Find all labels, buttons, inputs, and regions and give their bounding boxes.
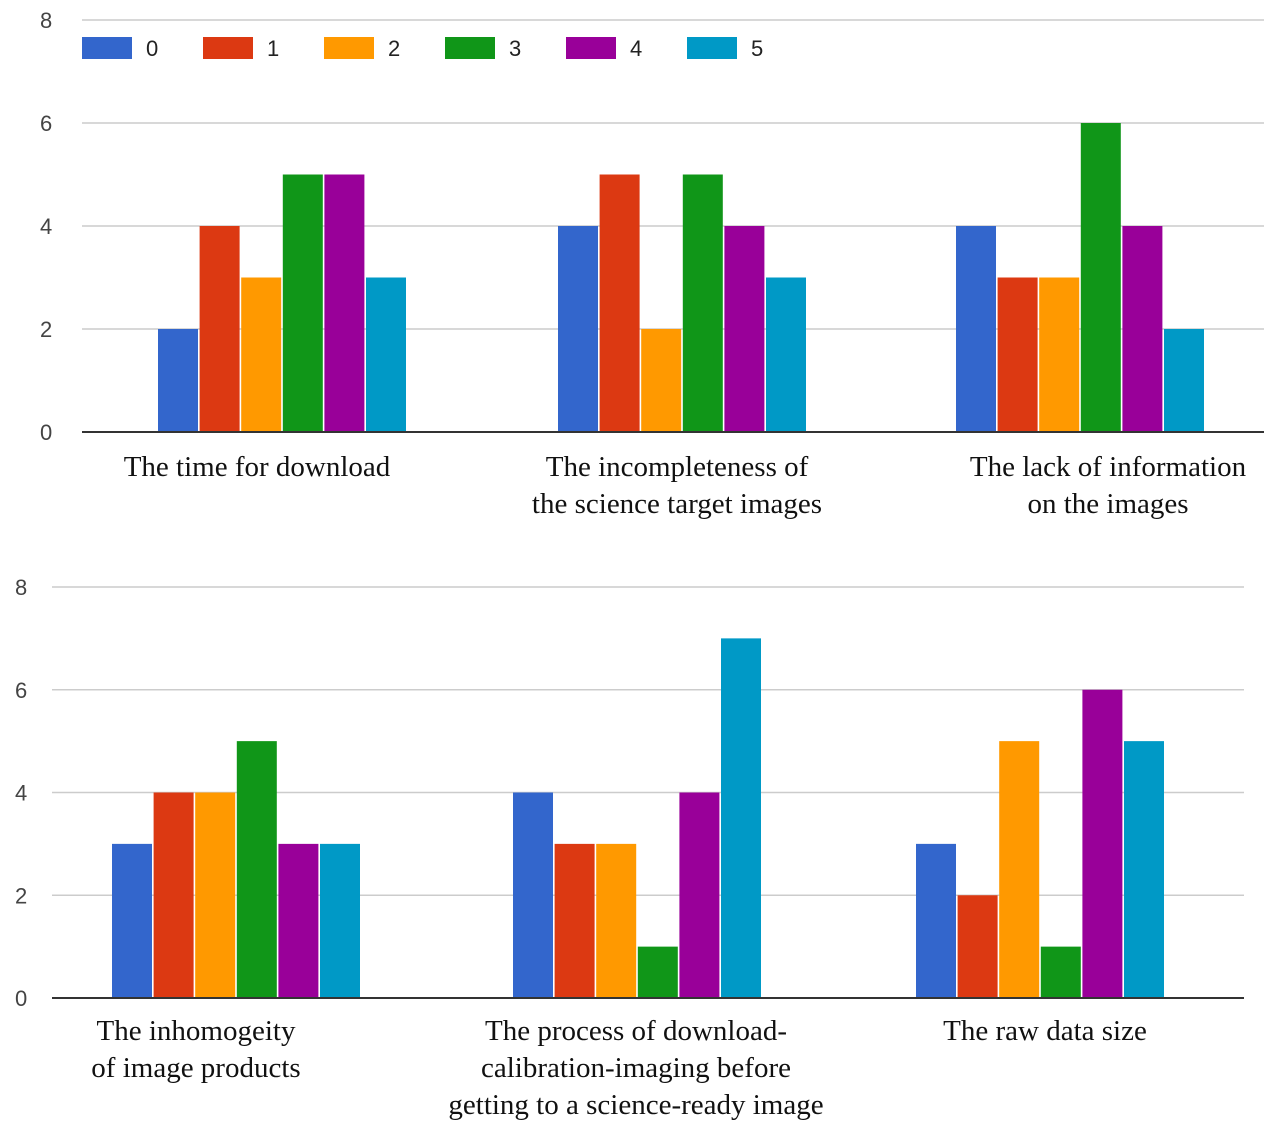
category-label: The raw data size xyxy=(943,1015,1147,1047)
bar-series-0 xyxy=(916,843,956,998)
bar-series-4 xyxy=(724,226,765,432)
y-tick-label: 0 xyxy=(40,420,52,445)
legend-label: 2 xyxy=(388,36,400,61)
category-label: The inhomogeity of image products xyxy=(91,1015,300,1084)
bar-series-4 xyxy=(1122,226,1163,432)
bar-series-5 xyxy=(366,277,406,432)
bar-series-3 xyxy=(1080,123,1121,432)
y-tick-label: 2 xyxy=(40,317,52,342)
y-tick-label: 8 xyxy=(15,575,27,600)
bar-series-1 xyxy=(554,843,595,998)
bar-series-2 xyxy=(999,741,1040,998)
y-tick-label: 6 xyxy=(40,111,52,136)
category-label: The incompleteness of the science target … xyxy=(532,451,822,520)
bar-series-1 xyxy=(153,792,194,998)
legend-swatch xyxy=(687,37,737,59)
y-tick-label: 2 xyxy=(15,883,27,908)
bar-series-0 xyxy=(158,329,198,432)
legend: 0 1 2 3 4 5 xyxy=(82,36,763,61)
bar-series-2 xyxy=(1039,277,1080,432)
bar-series-4 xyxy=(324,174,365,432)
bar-series-3 xyxy=(236,741,277,998)
bar-series-0 xyxy=(956,226,996,432)
y-tick-label: 8 xyxy=(40,8,52,33)
bar-series-0 xyxy=(112,843,152,998)
chart-panel-top: 0 2 4 6 8 The time for download The incomplete… xyxy=(40,8,1264,520)
bar-series-1 xyxy=(199,226,240,432)
bar-series-4 xyxy=(1082,689,1123,998)
bar-series-4 xyxy=(278,843,319,998)
legend-swatch xyxy=(203,37,253,59)
bar-series-3 xyxy=(682,174,723,432)
bar-series-0 xyxy=(513,792,553,998)
legend-label: 1 xyxy=(267,36,279,61)
category-label: The lack of information on the images xyxy=(970,451,1247,520)
bar-series-3 xyxy=(637,946,678,998)
legend-swatch xyxy=(566,37,616,59)
y-tick-label: 4 xyxy=(40,214,52,239)
y-tick-label: 0 xyxy=(15,986,27,1011)
bar-series-3 xyxy=(1040,946,1081,998)
legend-label: 3 xyxy=(509,36,521,61)
bar-series-0 xyxy=(558,226,598,432)
bar-series-3 xyxy=(282,174,323,432)
chart-panel-bottom: 0 2 4 6 8 The inhomogeity of image products The… xyxy=(15,575,1244,1121)
legend-swatch xyxy=(445,37,495,59)
bar-series-5 xyxy=(766,277,806,432)
y-tick-label: 6 xyxy=(15,678,27,703)
bar-series-5 xyxy=(1124,741,1164,998)
category-label: The time for download xyxy=(124,451,391,483)
bar-series-1 xyxy=(599,174,640,432)
legend-swatch xyxy=(82,37,132,59)
bar-series-1 xyxy=(957,895,998,998)
bar-series-2 xyxy=(195,792,236,998)
legend-swatch xyxy=(324,37,374,59)
legend-label: 0 xyxy=(146,36,158,61)
bar-series-5 xyxy=(320,843,360,998)
y-tick-label: 4 xyxy=(15,781,27,806)
bar-series-2 xyxy=(641,329,682,432)
bar-series-1 xyxy=(997,277,1038,432)
bar-series-2 xyxy=(596,843,637,998)
bar-series-4 xyxy=(679,792,720,998)
category-label: The process of download-calibration-imag… xyxy=(448,1015,823,1121)
bar-series-5 xyxy=(721,638,761,998)
legend-label: 5 xyxy=(751,36,763,61)
legend-label: 4 xyxy=(630,36,642,61)
bar-series-5 xyxy=(1164,329,1204,432)
bar-series-2 xyxy=(241,277,282,432)
